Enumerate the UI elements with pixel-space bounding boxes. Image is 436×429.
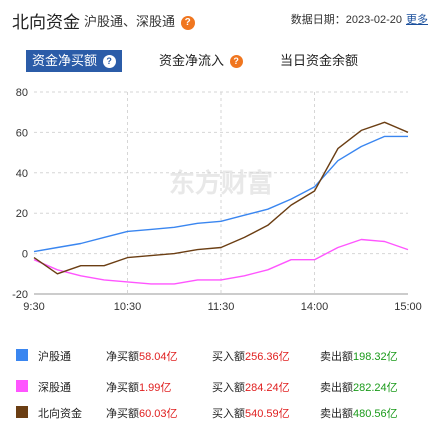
net-buy: 净买额58.04亿 [106,348,178,364]
buy-label: 买入额 [212,351,245,363]
x-tick-label: 9:30 [23,301,44,313]
buy-amount: 买入额540.59亿 [212,405,290,421]
buy-label: 买入额 [212,382,245,394]
more-link[interactable]: 更多 [406,14,428,26]
tab-net-buy[interactable]: 资金净买额 ? [26,50,122,72]
series-name: 深股通 [38,382,71,394]
y-tick-label: 20 [16,208,28,220]
help-icon[interactable]: ? [229,55,243,68]
sell-amount: 卖出额198.32亿 [320,348,398,364]
sell-label: 卖出额 [320,382,353,394]
help-icon[interactable]: ? [102,55,116,68]
y-tick-label: 0 [22,249,28,261]
sell-amount: 卖出额282.24亿 [320,379,398,395]
sell-value: 198.32亿 [353,351,398,363]
buy-value: 284.24亿 [245,382,290,394]
y-tick-label: 40 [16,168,28,180]
net-label: 净买额 [106,351,139,363]
buy-value: 256.36亿 [245,351,290,363]
sell-value: 282.24亿 [353,382,398,394]
date-label: 数据日期： [290,14,346,26]
legend-row-hgt: 沪股通 净买额58.04亿 买入额256.36亿 卖出额198.32亿 [0,345,436,365]
series-swatch [16,380,28,392]
net-buy: 净买额60.03亿 [106,405,178,421]
page-subtitle: 沪股通、深股通 ? [84,11,195,30]
x-tick-label: 14:00 [301,301,329,313]
buy-label: 买入额 [212,408,245,420]
buy-value: 540.59亿 [245,408,290,420]
sell-label: 卖出额 [320,351,353,363]
net-buy: 净买额1.99亿 [106,379,171,395]
y-tick-label: 60 [16,127,28,139]
date-area: 数据日期：2023-02-20 更多 [291,11,428,27]
series-line-1 [33,238,409,285]
chart-area: 东方财富 80 60 40 20 0 -20 9:30 10:30 11:30 14:00 15:00 [0,80,436,320]
net-value: 60.03亿 [139,408,178,420]
x-tick-label: 10:30 [114,301,142,313]
tab-bar: 资金净买额 ? 资金净流入 ? 当日资金余额 [0,50,436,74]
tab-label: 资金净流入 [159,53,225,68]
series-name: 北向资金 [38,408,82,420]
x-tick-label: 11:30 [208,301,235,313]
page-title: 北向资金 [12,13,80,32]
sell-label: 卖出额 [320,408,353,420]
tab-label: 资金净买额 [32,53,98,68]
net-value: 1.99亿 [139,382,172,394]
subtitle-text: 沪股通、深股通 [84,14,176,29]
tab-balance[interactable]: 当日资金余额 [280,50,358,72]
y-tick-label: 80 [16,87,28,99]
tab-label: 当日资金余额 [280,53,359,68]
header: 北向资金 沪股通、深股通 ? 数据日期：2023-02-20 更多 [0,0,436,40]
sell-amount: 卖出额480.56亿 [320,405,398,421]
tab-net-inflow[interactable]: 资金净流入 ? [159,50,243,72]
legend-row-north: 北向资金 净买额60.03亿 买入额540.59亿 卖出额480.56亿 [0,402,436,422]
buy-amount: 买入额284.24亿 [212,379,290,395]
net-label: 净买额 [106,382,139,394]
sell-value: 480.56亿 [353,408,398,420]
series-swatch [16,406,28,418]
x-tick-label: 15:00 [394,301,422,313]
series-name: 沪股通 [38,351,71,363]
y-tick-label: -20 [12,289,28,301]
buy-amount: 买入额256.36亿 [212,348,290,364]
net-value: 58.04亿 [139,351,178,363]
series-line-2 [33,121,409,275]
series-swatch [16,349,28,361]
legend-row-sgt: 深股通 净买额1.99亿 买入额284.24亿 卖出额282.24亿 [0,376,436,396]
help-icon[interactable]: ? [180,16,195,30]
series-line-0 [33,135,408,253]
date-value: 2023-02-20 [345,14,402,26]
net-label: 净买额 [106,408,139,420]
